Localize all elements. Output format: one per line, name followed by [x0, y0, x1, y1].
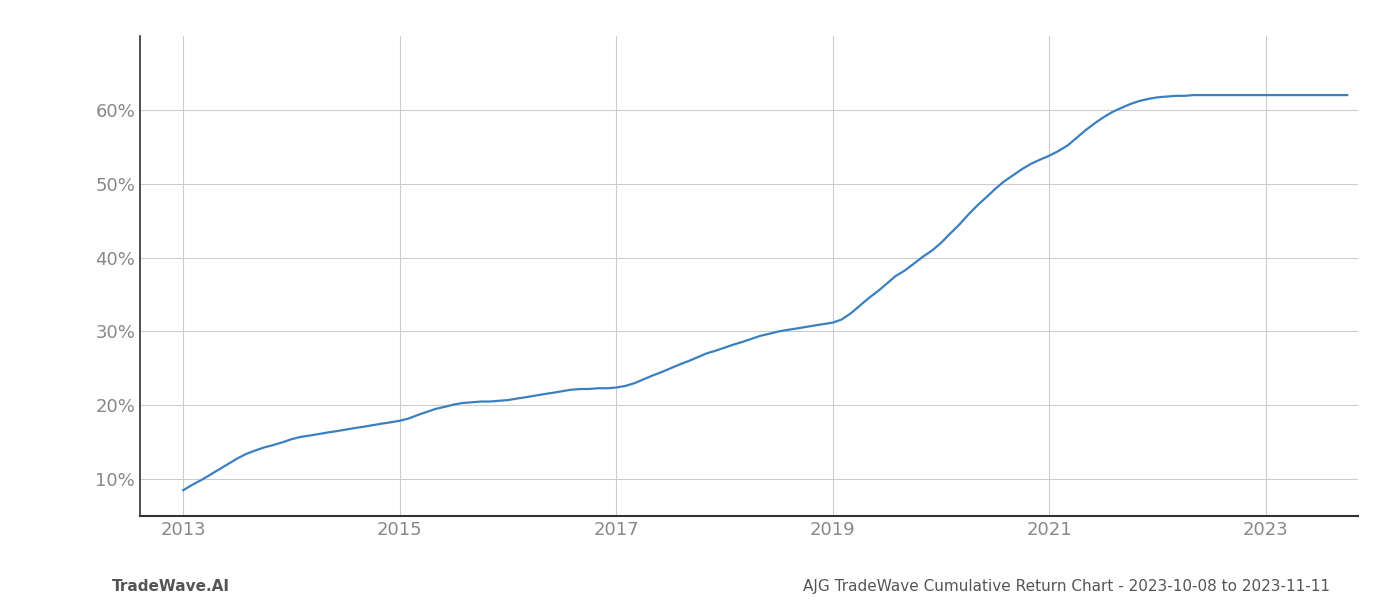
Text: TradeWave.AI: TradeWave.AI [112, 579, 230, 594]
Text: AJG TradeWave Cumulative Return Chart - 2023-10-08 to 2023-11-11: AJG TradeWave Cumulative Return Chart - … [804, 579, 1330, 594]
